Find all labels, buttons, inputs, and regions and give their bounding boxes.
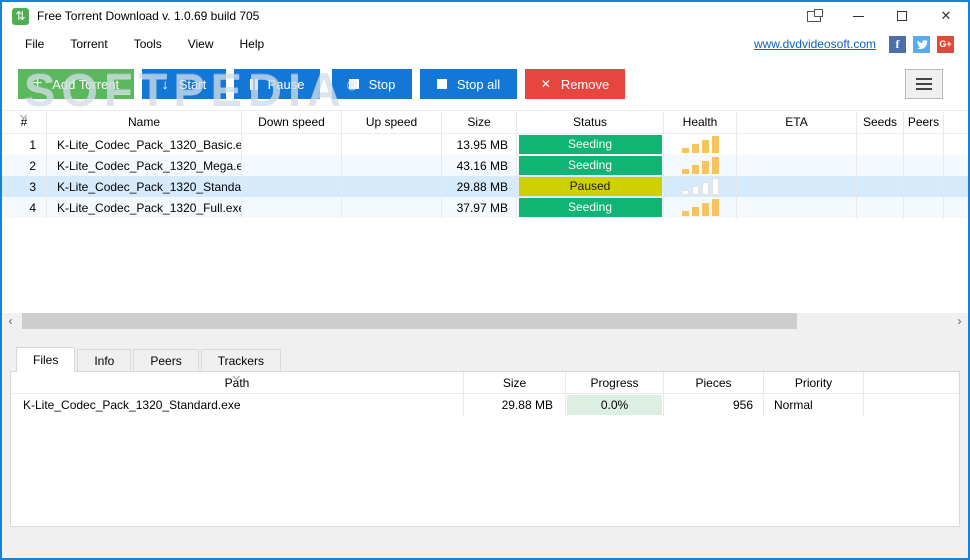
status-badge: Seeding <box>518 198 662 217</box>
window-title: Free Torrent Download v. 1.0.69 build 70… <box>37 9 260 23</box>
close-button[interactable]: ✕ <box>924 2 968 30</box>
menu-view[interactable]: View <box>187 37 214 51</box>
details-area: Files Info Peers Trackers Path Size Prog… <box>2 329 968 558</box>
column-header-eta[interactable]: ETA <box>737 111 857 133</box>
plus-icon: + <box>32 75 43 92</box>
scroll-right-arrow[interactable]: › <box>957 314 962 328</box>
details-tabs: Files Info Peers Trackers <box>16 347 968 372</box>
files-panel: Path Size Progress Pieces Priority K-Lit… <box>10 371 960 527</box>
close-icon: ✕ <box>940 8 952 23</box>
file-row[interactable]: K-Lite_Codec_Pack_1320_Standard.exe 29.8… <box>11 394 959 416</box>
files-table-header: Path Size Progress Pieces Priority <box>11 372 959 394</box>
torrent-name: K-Lite_Codec_Pack_1320_Full.exe <box>47 197 242 218</box>
maximize-button[interactable] <box>880 2 924 30</box>
scrollbar-thumb[interactable] <box>22 313 797 329</box>
torrent-row[interactable]: 2 K-Lite_Codec_Pack_1320_Mega.exe 43.16 … <box>2 155 968 176</box>
pause-label: Pause <box>267 76 305 92</box>
health-bars-icon <box>681 157 719 174</box>
torrent-name: K-Lite_Codec_Pack_1320_Standard. <box>47 176 242 197</box>
torrent-row[interactable]: 1 K-Lite_Codec_Pack_1320_Basic.exe 13.95… <box>2 134 968 155</box>
column-header-up-speed[interactable]: Up speed <box>342 111 442 133</box>
column-header-size[interactable]: Size <box>442 111 517 133</box>
start-button[interactable]: ↓ Start <box>142 69 226 99</box>
scroll-left-arrow[interactable]: ‹ <box>8 314 13 328</box>
window-controls: ✕ <box>792 2 968 30</box>
column-header-down-speed[interactable]: Down speed <box>242 111 342 133</box>
health-bars-icon <box>681 199 719 216</box>
title-bar: ⇅ Free Torrent Download v. 1.0.69 build … <box>2 2 968 30</box>
minimize-to-tray-icon <box>807 8 823 22</box>
tab-trackers[interactable]: Trackers <box>200 349 281 372</box>
tab-files[interactable]: Files <box>16 347 76 372</box>
column-header-seeds[interactable]: Seeds <box>857 111 904 133</box>
stop-icon <box>348 79 359 89</box>
column-header-file-size[interactable]: Size <box>464 372 566 393</box>
menu-tools[interactable]: Tools <box>133 37 162 51</box>
hamburger-menu-button[interactable] <box>905 69 943 99</box>
pause-icon <box>249 78 258 90</box>
menu-file[interactable]: File <box>25 37 45 51</box>
column-header-status[interactable]: Status <box>517 111 664 133</box>
add-torrent-button[interactable]: + Add Torrent <box>18 69 134 99</box>
file-path: K-Lite_Codec_Pack_1320_Standard.exe <box>11 394 464 416</box>
torrent-table-header: # Name Down speed Up speed Size Status H… <box>2 110 968 134</box>
stop-all-button[interactable]: Stop all <box>420 69 517 99</box>
menu-torrent[interactable]: Torrent <box>70 37 108 51</box>
horizontal-scrollbar[interactable]: ‹ › <box>2 313 968 329</box>
app-icon: ⇅ <box>12 7 29 25</box>
stop-label: Stop <box>368 76 396 92</box>
status-badge: Seeding <box>518 135 662 154</box>
tab-peers[interactable]: Peers <box>133 349 199 372</box>
torrent-name: K-Lite_Codec_Pack_1320_Basic.exe <box>47 134 242 155</box>
column-header-peers[interactable]: Peers <box>904 111 944 133</box>
menu-help[interactable]: Help <box>239 37 265 51</box>
column-header-health[interactable]: Health <box>664 111 737 133</box>
stop-all-icon <box>436 79 447 89</box>
health-bars-icon <box>681 178 719 195</box>
tab-info[interactable]: Info <box>77 349 132 372</box>
menu-right: www.dvdvideosoft.com f G+ <box>754 30 954 58</box>
torrent-row[interactable]: 3 K-Lite_Codec_Pack_1320_Standard. 29.88… <box>2 176 968 197</box>
maximize-icon <box>897 11 907 21</box>
pause-button[interactable]: Pause <box>234 69 320 99</box>
twitter-bird <box>916 40 928 50</box>
minimize-icon <box>852 15 864 17</box>
status-badge: Seeding <box>518 156 662 175</box>
hamburger-icon <box>916 78 932 80</box>
remove-x-icon: ✕ <box>540 77 551 91</box>
google-plus-icon[interactable]: G+ <box>937 35 954 53</box>
health-bars-icon <box>681 136 719 153</box>
down-arrow-icon: ↓ <box>161 76 169 92</box>
torrent-row[interactable]: 4 K-Lite_Codec_Pack_1320_Full.exe 37.97 … <box>2 197 968 218</box>
facebook-icon[interactable]: f <box>889 35 906 53</box>
twitter-icon[interactable] <box>913 35 930 53</box>
column-header-progress[interactable]: Progress <box>566 372 664 393</box>
website-link[interactable]: www.dvdvideosoft.com <box>753 37 876 51</box>
column-header-path[interactable]: Path <box>11 372 464 393</box>
stop-all-label: Stop all <box>456 76 501 92</box>
minimize-button[interactable] <box>836 2 880 30</box>
stop-button[interactable]: Stop <box>332 69 412 99</box>
column-header-priority[interactable]: Priority <box>764 372 864 393</box>
torrent-name: K-Lite_Codec_Pack_1320_Mega.exe <box>47 155 242 176</box>
start-label: Start <box>178 76 207 92</box>
remove-button[interactable]: ✕ Remove <box>525 69 625 99</box>
column-header-num[interactable]: # <box>2 111 47 133</box>
minimize-to-tray-button[interactable] <box>792 2 836 30</box>
torrent-table: # Name Down speed Up speed Size Status H… <box>2 110 968 311</box>
column-header-name[interactable]: Name <box>47 111 242 133</box>
column-header-filler <box>944 111 968 133</box>
column-header-pieces[interactable]: Pieces <box>664 372 764 393</box>
status-badge: Paused <box>518 177 662 196</box>
progress-cell: 0.0% <box>567 395 662 415</box>
remove-label: Remove <box>560 76 610 92</box>
menu-bar: File Torrent Tools View Help www.dvdvide… <box>2 30 968 58</box>
add-torrent-label: Add Torrent <box>52 76 120 92</box>
toolbar: + Add Torrent ↓ Start Pause Stop Stop al… <box>2 58 968 110</box>
